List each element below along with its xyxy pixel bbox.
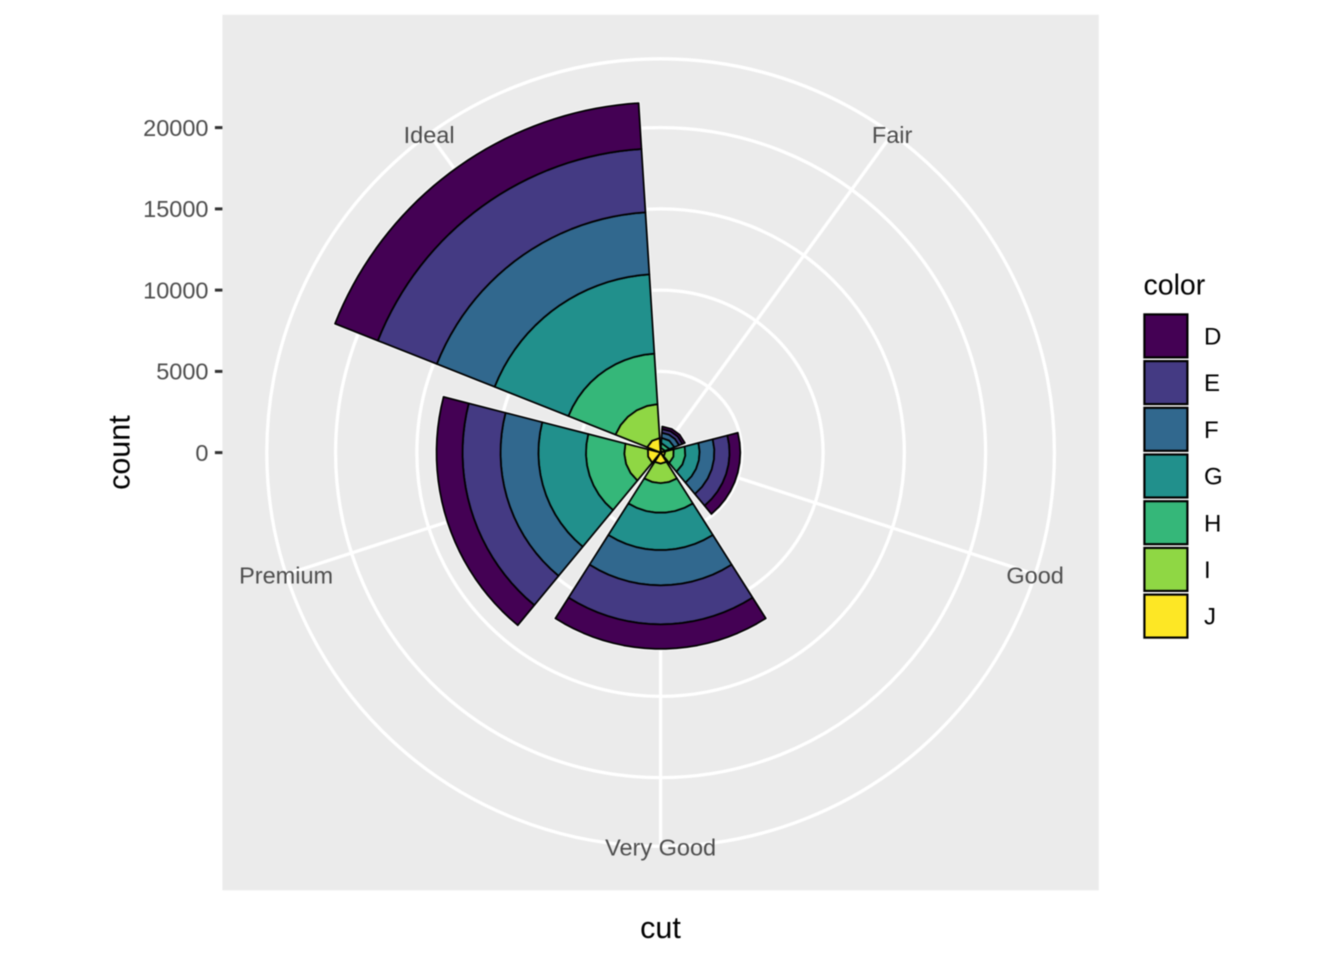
svg-text:cut: cut (640, 911, 681, 945)
svg-text:D: D (1204, 324, 1221, 351)
svg-text:H: H (1204, 510, 1221, 537)
svg-text:count: count (103, 415, 137, 490)
svg-text:F: F (1204, 417, 1219, 444)
svg-text:10000: 10000 (143, 277, 208, 303)
svg-text:I: I (1204, 557, 1211, 584)
svg-text:G: G (1204, 464, 1223, 491)
svg-text:E: E (1204, 370, 1220, 397)
svg-text:0: 0 (195, 440, 208, 466)
svg-text:Ideal: Ideal (404, 122, 455, 148)
svg-text:J: J (1204, 604, 1216, 631)
svg-text:Very Good: Very Good (605, 835, 716, 861)
svg-text:15000: 15000 (143, 196, 208, 222)
svg-text:Fair: Fair (872, 122, 913, 148)
svg-text:20000: 20000 (143, 115, 208, 141)
svg-text:Good: Good (1006, 563, 1064, 589)
svg-text:color: color (1144, 270, 1206, 302)
svg-text:Premium: Premium (239, 563, 333, 589)
svg-text:5000: 5000 (156, 359, 208, 385)
